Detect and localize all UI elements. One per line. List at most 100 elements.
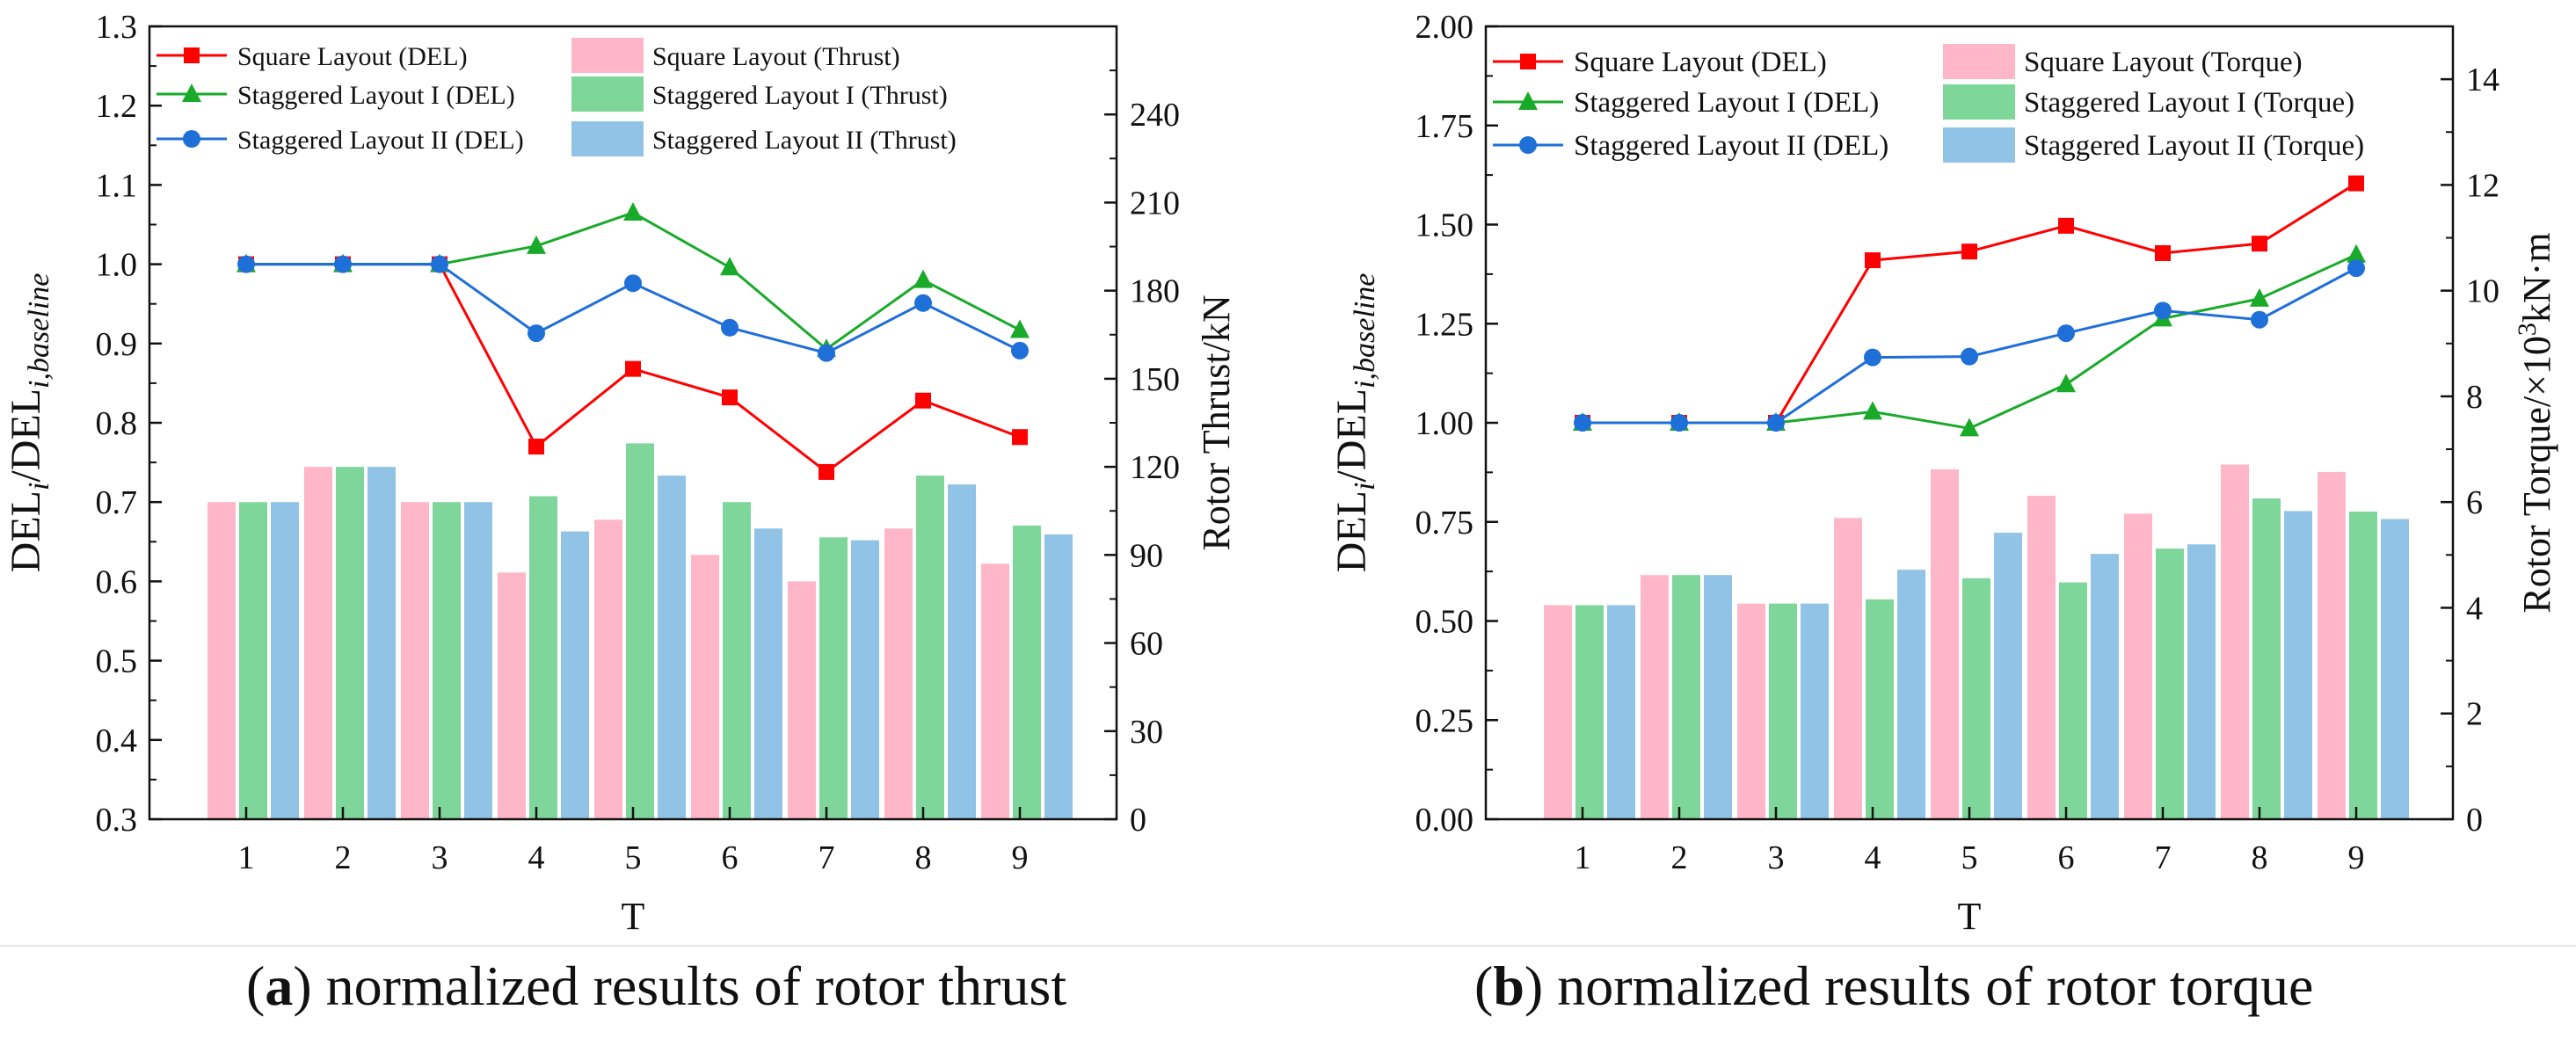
chart-a-x-axis: 1 2 3 4 5 6 7 8 9 T — [238, 807, 1029, 938]
chart-b-x-tick-label: 9 — [2348, 839, 2365, 876]
chart-b-x-tick-label: 6 — [2058, 839, 2075, 876]
chart-a-left-tick-label: 1.0 — [96, 247, 138, 284]
chart-b-bar-s2-t2 — [1672, 575, 1700, 819]
caption-a: (a) normalized results of rotor thrust — [246, 955, 1067, 1017]
chart-b-point-s1-t4 — [1865, 252, 1881, 269]
legend-bar-swatch-2 — [571, 76, 644, 112]
chart-a-right-tick-label: 90 — [1130, 537, 1163, 574]
legend-label-bar-2: Staggered Layout I (Torque) — [2024, 87, 2354, 119]
chart-a-point-s2-t9 — [1010, 319, 1030, 338]
legend-label-bar-2: Staggered Layout I (Thrust) — [652, 81, 948, 110]
legend-marker-3 — [1519, 136, 1537, 154]
chart-a-x-tick-label: 8 — [915, 839, 932, 876]
chart-a-bar-s2-t4 — [529, 496, 557, 819]
chart-a-bar-s2-t2 — [336, 467, 364, 819]
chart-a-x-tick-label: 9 — [1012, 839, 1029, 876]
chart-a-bar-s1-t7 — [788, 581, 816, 819]
chart-a-bar-s3-t7 — [851, 540, 879, 819]
chart-b-x-axis-title: T — [1958, 895, 1982, 938]
chart-a-bar-s2-t8 — [916, 476, 944, 819]
legend-bar-swatch-2 — [1943, 84, 2015, 120]
chart-b-bar-s1-t1 — [1544, 605, 1572, 819]
chart-b-point-s3-t2 — [1670, 414, 1688, 432]
chart-b-left-tick-label: 1.50 — [1415, 207, 1474, 244]
chart-a-left-tick-label: 1.1 — [96, 167, 138, 204]
chart-a-bar-s2-t5 — [626, 443, 654, 819]
chart-b-bar-s1-t4 — [1834, 518, 1862, 819]
chart-a-left-axis-title: DELi/DELi,baseline — [3, 273, 55, 573]
chart-a-bar-s1-t8 — [884, 528, 913, 819]
legend-label-bar-1: Square Layout (Torque) — [2024, 47, 2303, 78]
chart-b-left-axis: 0.00 0.25 0.50 0.75 1.00 1.25 1.50 1.75 2.00 — [1415, 9, 1498, 839]
chart-a-x-tick-label: 1 — [238, 839, 255, 876]
legend-bar-swatch-3 — [571, 121, 644, 156]
chart-a-point-s3-t3 — [431, 255, 448, 273]
chart-b-left-tick-label: 1.25 — [1415, 306, 1474, 343]
legend-label-line-3: Staggered Layout II (DEL) — [237, 126, 524, 155]
chart-a-left-tick-label: 0.3 — [96, 802, 138, 839]
chart-a-x-tick-label: 7 — [819, 839, 835, 876]
chart-b-bar-s2-t4 — [1866, 599, 1894, 819]
chart-a-left-tick-label: 1.2 — [96, 88, 138, 125]
axis-title-part: /DEL — [3, 389, 49, 483]
axis-title-subscript: i,baseline — [1349, 273, 1381, 389]
chart-b-point-s3-t7 — [2154, 301, 2172, 320]
chart-b-bar-s1-t3 — [1737, 603, 1765, 819]
legend-marker-1 — [184, 47, 200, 63]
chart-a-left-tick-label: 1.3 — [96, 9, 138, 46]
chart-b-x-tick-label: 1 — [1575, 839, 1591, 876]
legend-bar-swatch-1 — [1943, 44, 2015, 79]
chart-b-x-tick-label: 3 — [1768, 839, 1785, 876]
chart-a-bar-s1-t9 — [981, 563, 1009, 819]
chart-a-x-tick-label: 3 — [432, 839, 448, 876]
chart-b-left-tick-label: 0.75 — [1415, 505, 1474, 541]
chart-b-left-axis-title: DELi/DELi,baseline — [1328, 273, 1381, 573]
chart-b-right-tick-label: 14 — [2466, 62, 2500, 98]
chart-b-bar-s2-t9 — [2349, 512, 2377, 819]
chart-a-point-s3-t4 — [528, 324, 545, 343]
chart-a-bar-s3-t4 — [561, 531, 589, 819]
legend-bar-swatch-3 — [1943, 127, 2015, 163]
legend-label-bar-3: Staggered Layout II (Torque) — [2024, 130, 2364, 162]
chart-b-legend: Square Layout (DEL) Staggered Layout I (D… — [1493, 44, 2364, 163]
chart-a-right-tick-label: 120 — [1130, 449, 1180, 486]
axis-title-part: DEL — [3, 490, 49, 572]
chart-a-right-tick-label: 60 — [1130, 626, 1163, 663]
chart-a-x-axis-title: T — [622, 895, 645, 938]
chart-a-left-tick-label: 0.8 — [96, 405, 138, 442]
caption-b-text: normalized results of rotor torque — [1543, 955, 2314, 1017]
chart-b-point-s3-t9 — [2347, 259, 2365, 278]
chart-b-bar-s2-t3 — [1769, 603, 1797, 819]
chart-a-bar-s3-t2 — [367, 467, 396, 819]
chart-a-right-tick-label: 150 — [1130, 361, 1180, 398]
chart-b-bar-s2-t8 — [2252, 498, 2281, 819]
chart-a-point-s2-t6 — [720, 257, 739, 276]
chart-a-bar-s1-t5 — [594, 519, 622, 819]
chart-a-right-axis-title: Rotor Thrust/kN — [1195, 294, 1238, 550]
legend-label-bar-1: Square Layout (Thrust) — [652, 42, 900, 71]
axis-title-part: DEL — [1328, 490, 1375, 572]
chart-a-left-tick-label: 0.4 — [96, 723, 138, 759]
chart-b-right-tick-label: 8 — [2466, 379, 2483, 416]
chart-b-right-tick-label: 12 — [2466, 167, 2500, 204]
chart-a-right-tick-label: 0 — [1130, 802, 1146, 839]
legend-label-bar-3: Staggered Layout II (Thrust) — [652, 126, 957, 155]
legend-label-line-3: Staggered Layout II (DEL) — [1574, 130, 1888, 162]
chart-a-legend: Square Layout (DEL) Staggered Layout I (D… — [156, 38, 957, 156]
legend-label-line-1: Square Layout (DEL) — [1574, 47, 1827, 78]
chart-a-point-s2-t8 — [913, 269, 933, 288]
chart-b-right-tick-label: 2 — [2466, 696, 2483, 733]
chart-b-bars — [1544, 464, 2409, 819]
chart-a-point-s3-t2 — [334, 255, 352, 273]
axis-title-subscript: i — [1349, 483, 1381, 490]
chart-a-right-axis: 0 30 60 90 120 150 180 210 240 — [1104, 69, 1180, 839]
legend-marker-1 — [1520, 54, 1536, 69]
chart-b-x-tick-label: 5 — [1961, 839, 1978, 876]
chart-b-right-axis: 0 2 4 6 8 10 12 14 — [2441, 25, 2500, 839]
chart-b-right-tick-label: 6 — [2466, 484, 2483, 521]
chart-a-left-tick-label: 0.6 — [96, 563, 138, 600]
legend-label-line-2: Staggered Layout I (DEL) — [237, 81, 515, 110]
chart-b-point-s3-t4 — [1864, 348, 1881, 367]
chart-a-left-tick-label: 0.7 — [96, 484, 138, 521]
axis-title-part: Rotor Torque/×10 — [2515, 336, 2558, 613]
